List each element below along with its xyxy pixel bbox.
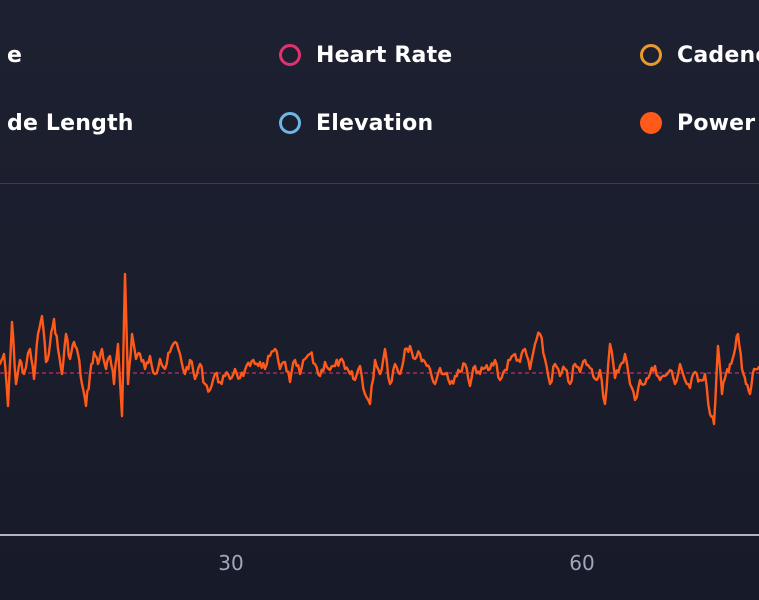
legend-label-heart-rate: Heart Rate [316,42,453,68]
legend-item-pace[interactable]: e [0,35,22,75]
legend-item-stride-length[interactable]: de Length [0,103,134,143]
power-chart: 30 60 [0,272,759,575]
legend-marker-power [640,112,662,134]
legend-label-stride-length: de Length [7,110,134,136]
legend-item-heart-rate[interactable]: Heart Rate [279,35,452,75]
legend-label-elevation: Elevation [316,110,434,136]
legend-label-pace: e [7,42,23,68]
chart-legend: e Heart Rate Cadenc de Length Elevation … [0,0,759,183]
power-series-line [0,272,759,426]
legend-marker-elevation [279,112,301,134]
legend-item-elevation[interactable]: Elevation [279,103,433,143]
legend-divider [0,183,759,184]
legend-label-cadence: Cadenc [677,42,759,68]
legend-marker-cadence [640,44,662,66]
x-tick-label-30: 30 [218,551,243,575]
legend-item-power[interactable]: Power [640,103,755,143]
legend-label-power: Power [677,110,756,136]
x-tick-label-60: 60 [569,551,594,575]
legend-item-cadence[interactable]: Cadenc [640,35,759,75]
legend-marker-heart-rate [279,44,301,66]
